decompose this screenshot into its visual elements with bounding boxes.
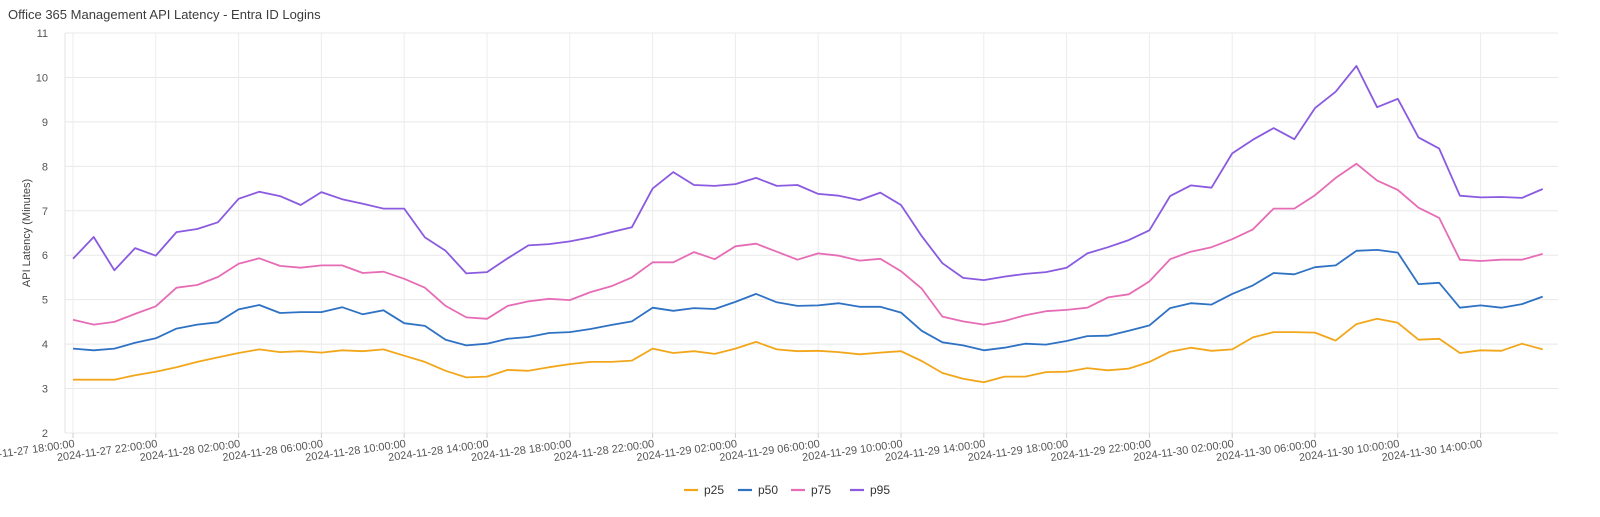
series-line-p95 (72, 65, 1544, 281)
legend-label-p95: p95 (870, 483, 890, 497)
y-tick-label: 2 (42, 428, 48, 440)
series-line-p25 (73, 317, 1543, 384)
y-tick-label: 9 (42, 117, 48, 129)
y-tick-label: 10 (36, 72, 48, 84)
legend-label-p50: p50 (758, 483, 778, 497)
y-tick-label: 5 (42, 295, 48, 307)
series-line-p75 (72, 162, 1543, 326)
legend-label-p25: p25 (704, 483, 724, 497)
y-tick-label: 4 (42, 339, 48, 351)
series-line-p50 (72, 249, 1544, 352)
y-tick-label: 8 (42, 161, 48, 173)
chart-title: Office 365 Management API Latency - Entr… (8, 7, 321, 22)
legend-label-p75: p75 (811, 483, 831, 497)
y-tick-label: 7 (42, 206, 48, 218)
y-axis-title: API Latency (Minutes) (21, 179, 33, 287)
y-tick-label: 6 (42, 250, 48, 262)
y-tick-label: 11 (37, 28, 48, 40)
y-tick-label: 3 (42, 384, 48, 396)
